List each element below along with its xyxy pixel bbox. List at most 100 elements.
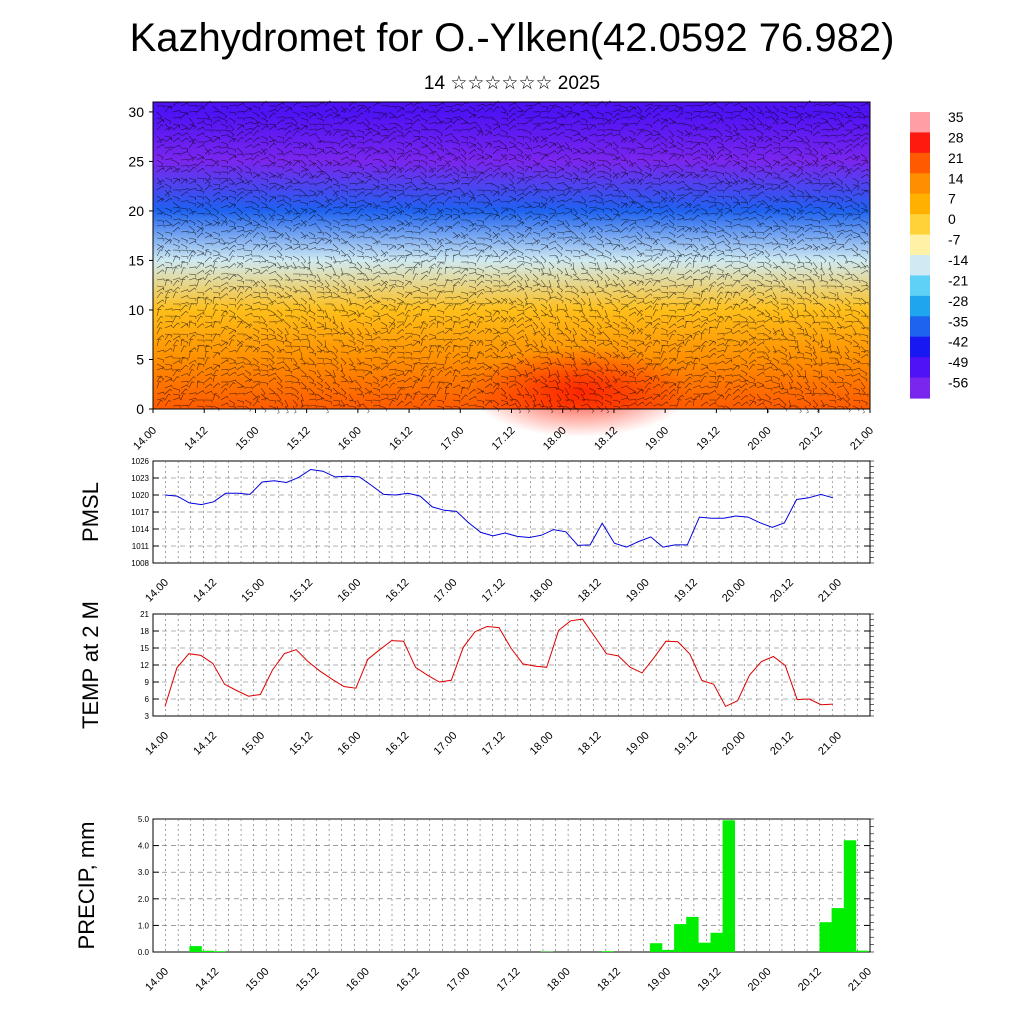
x-tick-label-4: 19.12 <box>696 966 724 994</box>
plot-frame-3 <box>152 613 871 717</box>
colorbar-swatch <box>910 357 930 379</box>
colorbar-swatch <box>910 112 930 134</box>
x-tick-label-2: 21.00 <box>816 577 844 605</box>
precip-bar <box>189 946 202 952</box>
x-tick-label-3: 16.00 <box>335 730 363 758</box>
y-tick-label-2: 1017 <box>131 508 149 517</box>
precip-bar <box>722 820 735 952</box>
x-tick-label-2: 15.12 <box>287 577 315 605</box>
x-tick-label-4: 20.12 <box>796 966 824 994</box>
x-tick-label-3: 19.12 <box>672 730 700 758</box>
colorbar-label: -14 <box>948 252 968 268</box>
precip-bar <box>201 950 214 952</box>
panel-3: 3 6 9 12 15 18 21 14.00 14.12 15.00 15.12 16.00 16.1… <box>78 601 874 758</box>
x-tick-label-2: 18.00 <box>528 577 556 605</box>
x-tick-label-3: 15.12 <box>287 730 315 758</box>
y-tick-label-1: 15 <box>128 252 144 268</box>
colorbar-label: 7 <box>948 191 956 207</box>
x-tick-label-1: 19.12 <box>695 425 723 453</box>
x-tick-label-2: 14.12 <box>191 577 219 605</box>
y-axis-title-2: PMSL <box>78 482 103 542</box>
series-line-3 <box>164 618 834 708</box>
x-tick-label-1: 20.00 <box>746 425 774 453</box>
wind-barbs <box>156 100 869 414</box>
x-tick-label-4: 20.00 <box>746 966 774 994</box>
y-tick-label-3: 15 <box>140 644 149 653</box>
x-tick-label-1: 19.00 <box>643 425 671 453</box>
chart-title: Kazhydromet for O.-Ylken(42.0592 76.982) <box>129 16 895 60</box>
x-tick-label-3: 19.00 <box>624 730 652 758</box>
colorbar-label: -56 <box>948 375 968 391</box>
chart-subtitle: 14 ☆☆☆☆☆☆ 2025 <box>423 73 601 94</box>
y-tick-label-3: 18 <box>140 627 149 636</box>
x-tick-label-4: 16.00 <box>344 966 372 994</box>
precip-bar <box>649 943 663 952</box>
y-tick-label-3: 9 <box>145 678 150 687</box>
precip-bar <box>601 951 614 952</box>
x-tick-label-2: 18.12 <box>576 577 604 605</box>
x-tick-label-1: 14.00 <box>131 425 159 453</box>
panel-2: 1008 1011 1014 1017 1020 1023 1026 14.00 14.12 15… <box>78 457 874 605</box>
x-tick-label-1: 15.00 <box>234 425 262 453</box>
x-tick-label-1: 17.00 <box>438 425 466 453</box>
precip-bar <box>662 949 675 952</box>
x-tick-label-3: 20.00 <box>720 730 748 758</box>
precip-bar <box>843 840 857 952</box>
precip-bar <box>855 950 869 952</box>
precip-bar <box>686 916 699 952</box>
wind-barb-paths <box>156 100 869 414</box>
colorbar-label: 14 <box>948 170 964 186</box>
precip-bar <box>831 908 844 952</box>
x-tick-label-2: 20.00 <box>720 577 748 605</box>
colorbar-swatch <box>910 316 930 338</box>
y-tick-label-2: 1023 <box>131 474 149 483</box>
x-tick-label-2: 14.00 <box>143 577 171 605</box>
y-tick-label-2: 1014 <box>131 525 149 534</box>
y-tick-label-1: 30 <box>128 104 144 120</box>
colorbar: 35 28 21 14 7 0 -7 -14 -21 -28 -35 -42 -49 -56 <box>910 109 968 399</box>
y-tick-label-4: 5.0 <box>138 815 150 824</box>
x-tick-label-2: 15.00 <box>239 577 267 605</box>
y-tick-label-3: 12 <box>140 661 149 670</box>
colorbar-swatch <box>910 275 930 297</box>
x-tick-label-1: 14.12 <box>182 425 210 453</box>
colorbar-swatch <box>910 234 930 256</box>
x-tick-label-2: 19.00 <box>624 577 652 605</box>
colorbar-label: -21 <box>948 272 968 288</box>
colorbar-label: 28 <box>948 129 964 145</box>
x-tick-label-3: 18.00 <box>528 730 556 758</box>
colorbar-label: -28 <box>948 293 968 309</box>
y-axis-title-4: PRECIP, mm <box>74 822 99 950</box>
series-line-2 <box>164 468 834 548</box>
y-tick-label-4: 2.0 <box>138 895 150 904</box>
x-tick-label-1: 20.12 <box>797 425 825 453</box>
x-tick-label-3: 17.12 <box>480 730 508 758</box>
x-tick-label-1: 16.00 <box>336 425 364 453</box>
x-tick-label-3: 20.12 <box>768 730 796 758</box>
x-tick-label-4: 17.00 <box>444 966 472 994</box>
plot-frame-4 <box>152 818 871 953</box>
x-tick-label-3: 17.00 <box>432 730 460 758</box>
x-tick-label-4: 14.00 <box>143 966 171 994</box>
x-tick-label-3: 14.00 <box>143 730 171 758</box>
x-tick-label-2: 20.12 <box>768 577 796 605</box>
x-tick-label-1: 16.12 <box>387 425 415 453</box>
precip-bar <box>819 922 832 952</box>
colorbar-label: 0 <box>948 211 956 227</box>
x-tick-label-4: 15.12 <box>294 966 322 994</box>
colorbar-swatch <box>910 336 930 358</box>
colorbar-swatch <box>910 173 930 195</box>
colorbar-label: -42 <box>948 334 968 350</box>
colorbar-swatch <box>910 152 930 174</box>
warm-core <box>470 347 690 437</box>
precip-bar <box>213 951 226 952</box>
x-tick-label-3: 15.00 <box>239 730 267 758</box>
x-tick-label-4: 15.00 <box>244 966 272 994</box>
colorbar-swatch <box>910 214 930 236</box>
y-tick-label-3: 21 <box>140 610 149 619</box>
x-tick-label-4: 18.00 <box>545 966 573 994</box>
x-tick-label-4: 14.12 <box>193 966 221 994</box>
colorbar-label: -7 <box>948 232 961 248</box>
colorbar-swatch <box>910 295 930 317</box>
